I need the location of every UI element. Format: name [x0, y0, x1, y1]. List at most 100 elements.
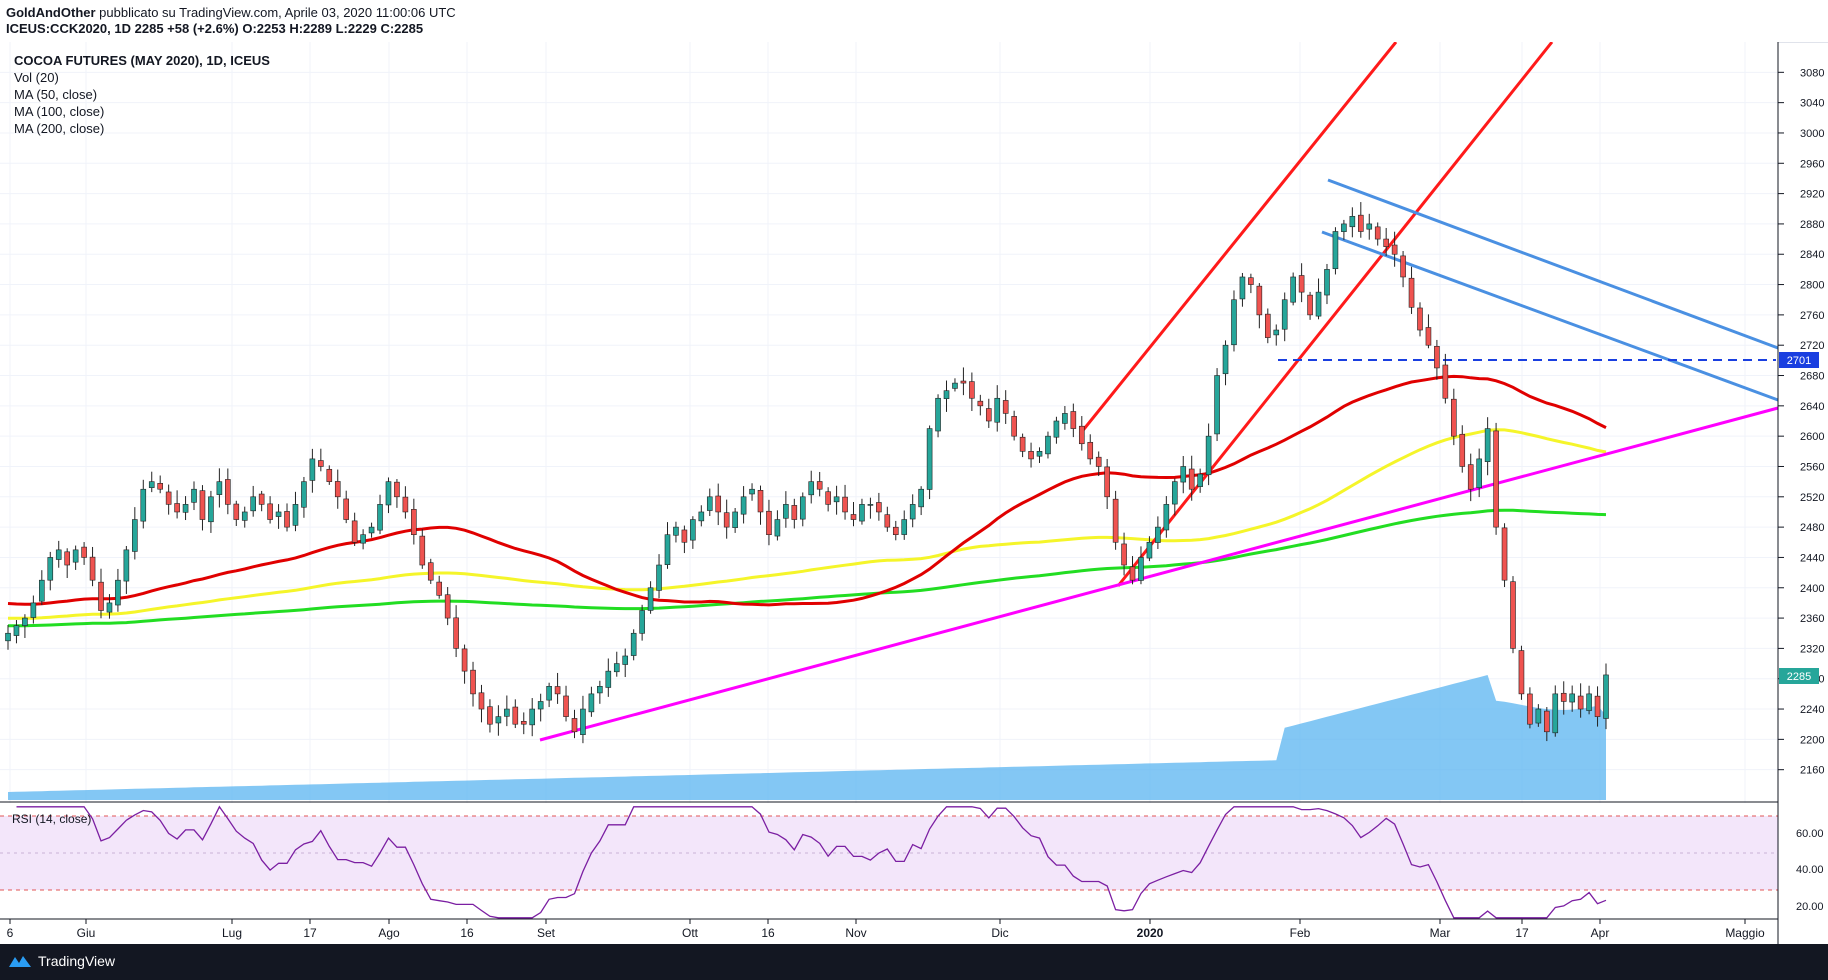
candle-body — [690, 519, 696, 541]
candle-body — [1002, 400, 1009, 414]
ma50-line[interactable] — [7, 374, 1607, 607]
candle-body — [799, 496, 806, 520]
candle-body — [1493, 430, 1499, 528]
tradingview-logo[interactable]: TradingView — [8, 953, 115, 969]
candle-body — [943, 390, 950, 399]
candle-body — [774, 519, 781, 537]
candle-body — [681, 529, 688, 543]
candle-body — [1560, 692, 1567, 702]
open-value: O:2253 — [242, 21, 286, 36]
candle-body — [1214, 375, 1220, 435]
candle-body — [918, 488, 924, 508]
candle-body — [1121, 543, 1127, 566]
legend-item-ma100[interactable]: MA (100, close) — [14, 104, 105, 119]
candle-body — [1544, 710, 1550, 733]
candle-body — [47, 557, 54, 581]
ma200-line[interactable] — [8, 508, 1607, 628]
rsi-line — [16, 805, 1607, 919]
xtick-label-1: Giu — [77, 926, 96, 940]
candle-body — [1239, 276, 1246, 300]
candle-body — [81, 546, 87, 558]
candle-body — [13, 625, 20, 636]
candle-body — [664, 534, 671, 565]
last-price-badge: 2285 — [1779, 668, 1819, 684]
level-2701-badge: 2701 — [1779, 352, 1819, 368]
price-axis[interactable]: 3080 3040 3000 2960 2920 2880 2840 2800 2760 2720… — [1778, 67, 1824, 777]
candle-body — [1298, 275, 1305, 293]
ticker-symbol: ICEUS:CCK2020, 1D — [6, 21, 131, 36]
legend-item-ma50[interactable]: MA (50, close) — [14, 87, 98, 102]
candle-body — [309, 458, 316, 481]
candle-body — [1391, 244, 1398, 255]
candle-body — [985, 408, 992, 422]
candle-body — [1510, 581, 1516, 649]
ytick-label-2200: 2200 — [1800, 734, 1824, 746]
price-change: +58 (+2.6%) — [167, 21, 239, 36]
ytick-label-2600: 2600 — [1800, 431, 1824, 443]
candle-body — [351, 520, 358, 543]
candle-body — [258, 493, 265, 505]
ytick-label-3040: 3040 — [1800, 98, 1824, 110]
xtick-label-9: Nov — [845, 926, 866, 940]
ytick-label-2520: 2520 — [1800, 492, 1824, 504]
candle-body — [461, 648, 468, 672]
xtick-label-16: Maggio — [1725, 926, 1765, 940]
channel-line-upper[interactable] — [1078, 42, 1398, 435]
candle-body — [1231, 299, 1237, 346]
candle-body — [301, 481, 307, 508]
legend-item-ma200[interactable]: MA (200, close) — [14, 121, 105, 136]
xtick-label-7: Ott — [682, 926, 699, 940]
candle-body — [537, 701, 544, 710]
candle-body — [935, 397, 941, 432]
candle-body — [791, 505, 798, 520]
price-chart[interactable]: RSI (14, close) 3080 3040 3000 2960 2920 2880… — [0, 42, 1828, 944]
candle-body — [1188, 468, 1195, 490]
downtrend-line-lower[interactable] — [1321, 230, 1779, 402]
ma100-line[interactable] — [7, 428, 1607, 620]
candle-body — [1341, 223, 1347, 232]
volume-fill — [8, 675, 1606, 800]
candle-body — [1307, 294, 1313, 316]
main-pane[interactable] — [0, 42, 1778, 800]
close-value: C:2285 — [380, 21, 424, 36]
downtrend-line-upper[interactable] — [1327, 178, 1779, 350]
candle-body — [1155, 526, 1161, 543]
candle-body — [334, 481, 341, 498]
candle-body — [1501, 527, 1508, 581]
candle-body — [148, 481, 155, 488]
legend-item-volume[interactable]: Vol (20) — [14, 70, 59, 85]
xtick-label-3: 17 — [303, 926, 317, 940]
candle-body — [512, 706, 519, 725]
candle-body — [225, 479, 231, 505]
candle-body — [529, 708, 536, 726]
candle-body — [326, 468, 333, 482]
candle-body — [1180, 466, 1187, 483]
ytick-label-2440: 2440 — [1800, 552, 1824, 564]
candle-body — [605, 670, 612, 688]
candle-body — [1603, 674, 1609, 719]
candle-body — [706, 496, 713, 511]
candle-body — [1451, 398, 1457, 437]
author-name[interactable]: GoldAndOther — [6, 5, 96, 20]
candle-body — [588, 693, 595, 713]
brand-name: TradingView — [38, 953, 116, 969]
candle-body — [808, 481, 815, 496]
candle-body — [673, 526, 679, 536]
time-axis[interactable]: 6 Giu Lug 17 Ago 16 Set Ott 16 Nov Dic 2020 Feb Mar 17… — [7, 919, 1765, 940]
support-trendline[interactable] — [539, 406, 1779, 742]
candle-body — [504, 708, 510, 717]
legend-title[interactable]: COCOA FUTURES (MAY 2020), 1D, ICEUS — [14, 53, 270, 68]
candle-body — [377, 504, 383, 531]
xtick-label-11: 2020 — [1137, 926, 1164, 940]
candle-body — [867, 504, 874, 506]
channel-line-lower[interactable] — [1116, 42, 1554, 587]
candle-body — [1197, 473, 1203, 487]
ytick-label-2680: 2680 — [1800, 371, 1824, 383]
candle-body — [123, 549, 130, 582]
candle-body — [613, 663, 620, 673]
candle-body — [1256, 285, 1263, 316]
candle-body — [1281, 299, 1288, 330]
candle-body — [1205, 435, 1212, 476]
rsi-axis[interactable]: 60.00 40.00 20.00 — [1796, 828, 1824, 913]
tradingview-icon — [9, 956, 31, 967]
